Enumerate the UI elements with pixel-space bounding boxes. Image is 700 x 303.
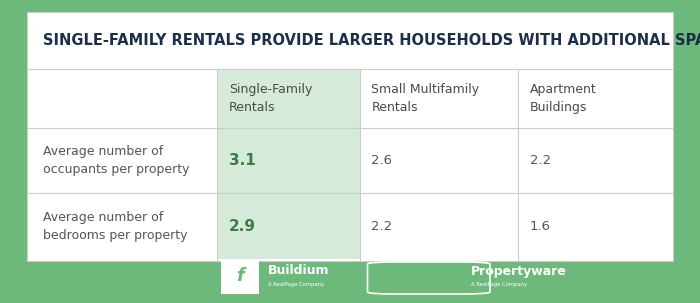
Text: Average number of
occupants per property: Average number of occupants per property — [43, 145, 189, 176]
Text: 2.2: 2.2 — [371, 220, 393, 233]
Text: 1.6: 1.6 — [530, 220, 551, 233]
Text: Single-Family
Rentals: Single-Family Rentals — [229, 83, 312, 114]
Text: Small Multifamily
Rentals: Small Multifamily Rentals — [371, 83, 480, 114]
Text: 3.1: 3.1 — [229, 153, 256, 168]
Text: 2.2: 2.2 — [530, 154, 551, 167]
Text: A RealPage Company: A RealPage Company — [471, 282, 527, 287]
Text: f: f — [236, 267, 244, 285]
Text: 2.9: 2.9 — [229, 219, 256, 234]
Text: Buildium: Buildium — [267, 264, 329, 277]
Text: SINGLE-FAMILY RENTALS PROVIDE LARGER HOUSEHOLDS WITH ADDITIONAL SPACE: SINGLE-FAMILY RENTALS PROVIDE LARGER HOU… — [43, 33, 700, 48]
Text: 2.6: 2.6 — [371, 154, 392, 167]
Bar — [218, 128, 360, 194]
Bar — [218, 194, 360, 259]
Text: Average number of
bedrooms per property: Average number of bedrooms per property — [43, 211, 188, 242]
Bar — [220, 261, 259, 294]
Text: Propertyware: Propertyware — [470, 265, 566, 278]
Text: A RealPage Company: A RealPage Company — [268, 282, 324, 287]
Bar — [218, 69, 360, 128]
Text: Apartment
Buildings: Apartment Buildings — [530, 83, 596, 114]
